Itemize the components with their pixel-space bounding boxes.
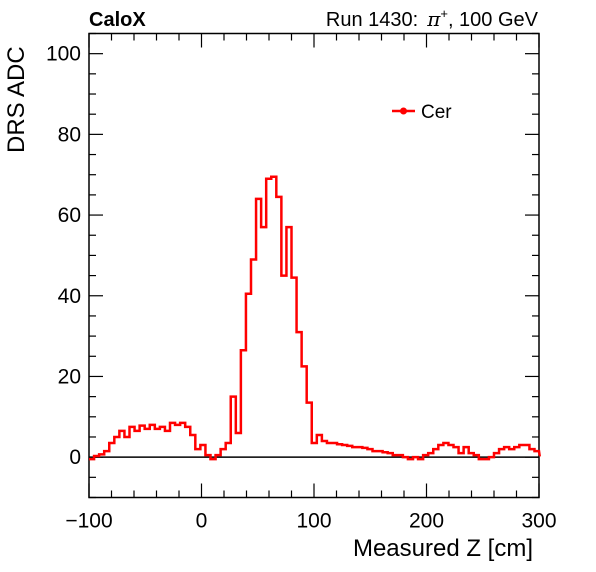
x-tick-label: −100 (65, 510, 112, 533)
x-tick-labels: −100 0 100 200 300 (65, 510, 556, 533)
header-title-left: CaloX (89, 9, 146, 31)
y-tick-label: 20 (58, 365, 81, 388)
y-tick-label: 100 (46, 43, 81, 66)
x-tick-label: 0 (196, 510, 208, 533)
axis-ticks (88, 32, 540, 499)
header-title-right: Run 1430: π+, 100 GeV (326, 6, 539, 31)
legend: Cer (392, 102, 452, 123)
y-tick-label: 40 (58, 285, 81, 308)
y-axis-label: DRS ADC (3, 46, 30, 153)
y-tick-labels: 0 20 40 60 80 100 (46, 43, 81, 469)
series-cer-histogram (89, 175, 541, 461)
legend-marker (400, 107, 407, 115)
y-tick-label: 0 (69, 446, 81, 469)
y-tick-label: 60 (58, 204, 81, 227)
x-tick-label: 200 (409, 510, 444, 533)
x-axis-label: Measured Z [cm] (353, 535, 533, 562)
x-tick-label: 300 (521, 510, 556, 533)
legend-label-cer: Cer (421, 102, 452, 123)
x-tick-label: 100 (296, 510, 331, 533)
y-tick-label: 80 (58, 123, 81, 146)
